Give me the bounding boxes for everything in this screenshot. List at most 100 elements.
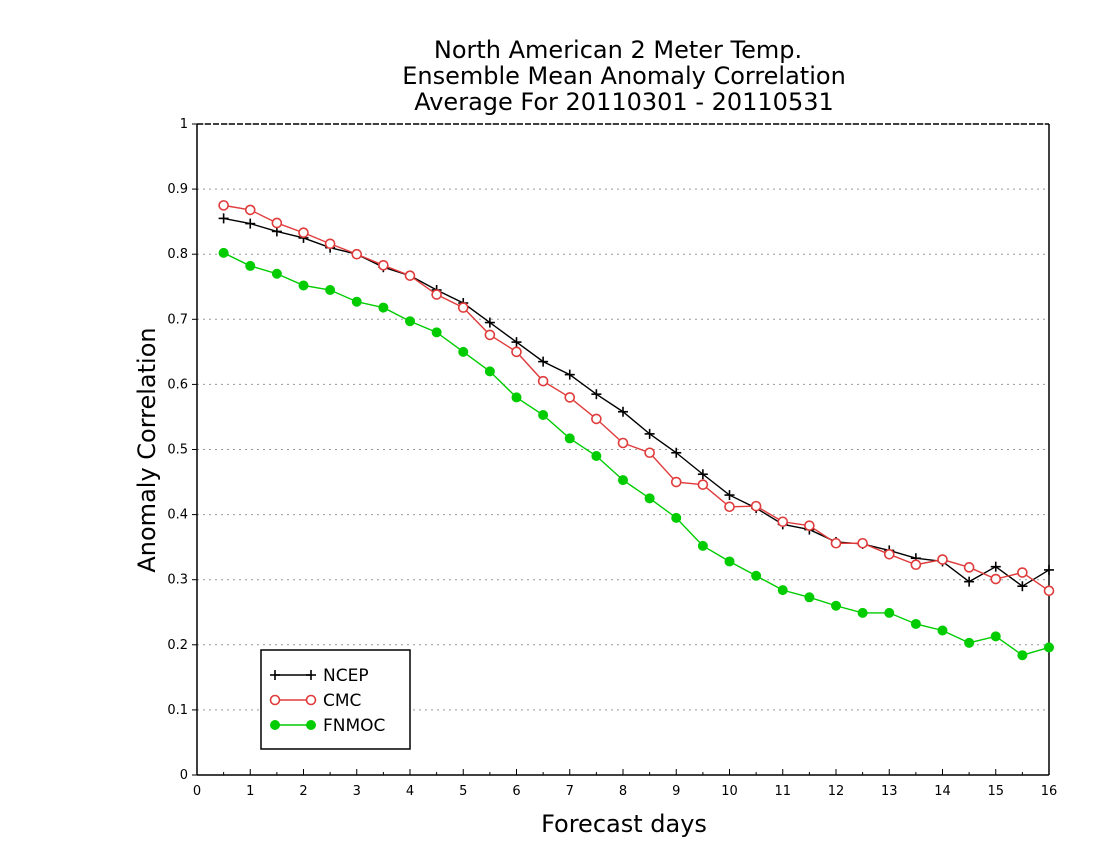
y-tick-label: 0.5 xyxy=(167,443,188,458)
series-cmc-point xyxy=(617,437,629,449)
series-ncep xyxy=(218,213,1054,592)
series-fnmoc-point xyxy=(431,327,442,338)
series-cmc-point xyxy=(910,559,922,571)
series-fnmoc-point xyxy=(884,607,895,618)
series-fnmoc-point xyxy=(671,512,682,523)
series-cmc-point xyxy=(724,501,735,513)
y-tick-label: 0.4 xyxy=(167,508,188,523)
y-tick-label: 1 xyxy=(180,117,188,132)
series-fnmoc-point xyxy=(804,592,815,603)
series-fnmoc-point xyxy=(777,585,788,596)
series-cmc-point xyxy=(990,573,1002,585)
series-ncep-point xyxy=(644,428,655,439)
series-fnmoc-point xyxy=(298,280,309,291)
legend-item-cmc: CMC xyxy=(269,691,361,711)
x-tick-label: 9 xyxy=(672,784,680,799)
series-cmc-point xyxy=(218,200,229,211)
series-fnmoc-point xyxy=(325,285,336,296)
y-tick-label: 0.6 xyxy=(167,377,188,392)
series-fnmoc-line xyxy=(223,252,1050,656)
series-cmc-point xyxy=(324,238,336,250)
x-tick-label: 5 xyxy=(459,784,467,799)
chart-title-line-1: North American 2 Meter Temp. xyxy=(434,36,802,64)
x-tick-label: 11 xyxy=(774,784,791,799)
x-tick-label: 16 xyxy=(1041,784,1058,799)
series-cmc-point xyxy=(431,289,442,300)
series-cmc-point xyxy=(937,554,948,565)
series-fnmoc-point xyxy=(271,268,282,279)
series-cmc-point xyxy=(511,346,522,358)
series-ncep-point xyxy=(618,406,628,417)
series-fnmoc-point xyxy=(245,260,256,271)
legend: NCEP CMC FNMOC xyxy=(260,649,411,750)
y-tick-label: 0.9 xyxy=(167,182,188,197)
series-cmc-point xyxy=(1017,567,1028,578)
series-cmc-point xyxy=(537,375,549,387)
series-fnmoc-point xyxy=(990,631,1001,642)
legend-item-fnmoc: FNMOC xyxy=(270,716,385,736)
series-ncep-point xyxy=(245,218,256,229)
series-cmc-point xyxy=(750,500,762,512)
series-fnmoc-point xyxy=(857,607,868,618)
series-fnmoc-point xyxy=(964,637,975,648)
legend-label-fnmoc: FNMOC xyxy=(323,716,385,736)
x-tick-label: 10 xyxy=(721,784,738,799)
x-tick-label: 2 xyxy=(299,784,307,799)
series-cmc-point xyxy=(857,537,868,549)
series-fnmoc-point xyxy=(937,625,948,636)
series-cmc-point xyxy=(457,302,469,313)
chart-title-line-3: Average For 20110301 - 20110531 xyxy=(414,88,834,116)
series-cmc-point xyxy=(271,217,283,229)
series-fnmoc-point xyxy=(458,346,469,357)
legend-swatch-marker xyxy=(306,720,316,730)
x-tick-label: 0 xyxy=(193,784,201,799)
series-ncep-point xyxy=(591,389,602,400)
x-tick-label: 13 xyxy=(881,784,898,799)
series-cmc-point xyxy=(883,549,895,560)
series-fnmoc-point xyxy=(697,540,708,551)
series-ncep-point xyxy=(564,369,575,380)
series-cmc-point xyxy=(378,259,389,271)
series-fnmoc-point xyxy=(484,366,495,377)
series-fnmoc-point xyxy=(1044,642,1054,653)
x-tick-label: 12 xyxy=(828,784,845,799)
series-group xyxy=(218,200,1055,661)
legend-swatch-marker xyxy=(306,670,316,680)
x-tick-label: 1 xyxy=(246,784,254,799)
series-cmc xyxy=(218,200,1055,597)
series-fnmoc-point xyxy=(591,451,602,462)
series-fnmoc-point xyxy=(378,302,389,313)
y-tick-label: 0 xyxy=(180,768,188,783)
series-cmc-point xyxy=(830,537,842,549)
legend-swatch-marker xyxy=(270,720,280,730)
x-tick-label: 8 xyxy=(619,784,627,799)
series-cmc-point xyxy=(697,479,709,490)
series-fnmoc-point xyxy=(644,493,655,504)
y-tick-label: 0.3 xyxy=(167,573,188,588)
series-cmc-point xyxy=(1043,585,1055,597)
x-tick-label: 3 xyxy=(353,784,361,799)
series-ncep-point xyxy=(484,317,495,328)
series-cmc-point xyxy=(351,248,363,260)
series-cmc-point xyxy=(244,204,256,216)
x-tick-label: 4 xyxy=(406,784,414,799)
axes: 00.10.20.30.40.50.60.70.80.910 1 2 3 4 5 6 7 8 9 1… xyxy=(167,117,1057,799)
series-cmc-point xyxy=(484,329,496,341)
legend-swatch-marker xyxy=(305,694,317,706)
legend-item-ncep: NCEP xyxy=(270,666,369,686)
x-tick-label: 14 xyxy=(934,784,951,799)
series-cmc-point xyxy=(963,562,975,573)
gridlines xyxy=(197,123,1049,711)
series-fnmoc-point xyxy=(1017,650,1028,661)
y-tick-label: 0.2 xyxy=(167,638,188,653)
series-fnmoc xyxy=(218,247,1054,661)
series-fnmoc-point xyxy=(218,247,229,258)
series-fnmoc-point xyxy=(511,392,522,403)
series-fnmoc-point xyxy=(831,600,841,611)
series-cmc-point xyxy=(804,520,815,531)
legend-label-cmc: CMC xyxy=(323,691,361,711)
series-fnmoc-point xyxy=(564,433,575,444)
x-tick-label: 15 xyxy=(987,784,1004,799)
y-axis-title: Anomaly Correlation xyxy=(133,327,161,572)
